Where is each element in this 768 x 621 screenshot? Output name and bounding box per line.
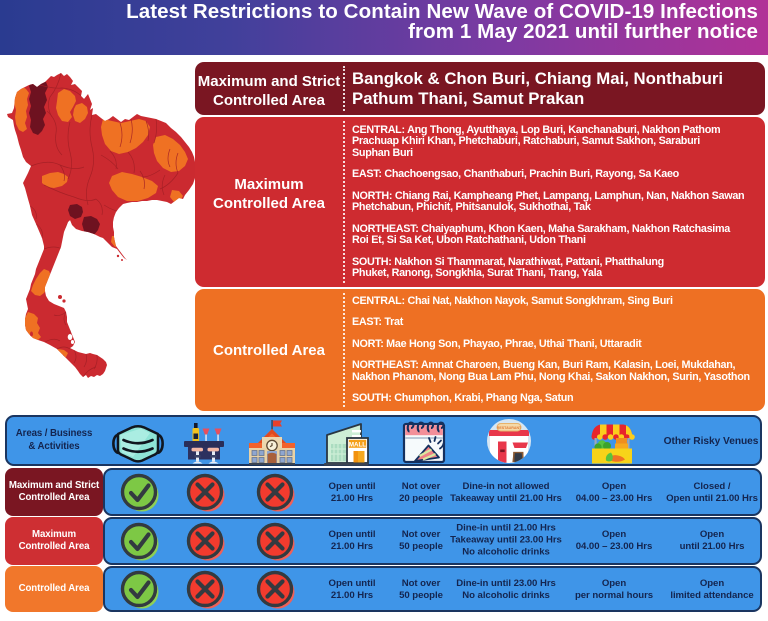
svg-text:RESTAURANT: RESTAURANT [497,426,522,430]
svg-text:MALL: MALL [349,441,366,448]
